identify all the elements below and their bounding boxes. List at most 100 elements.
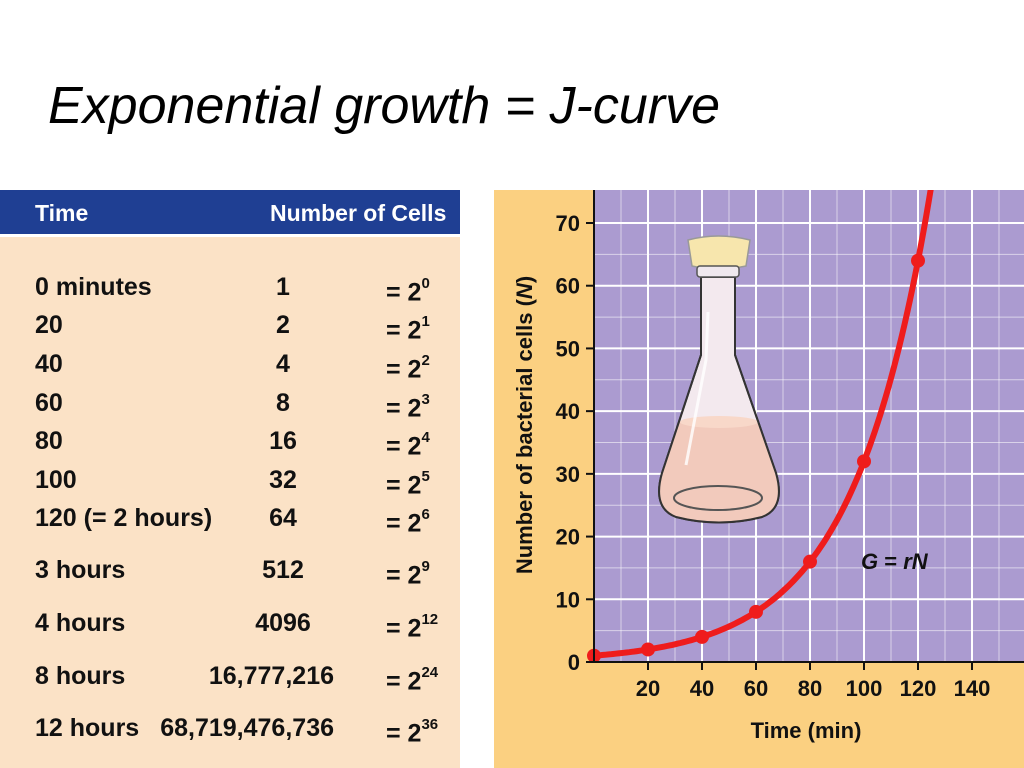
y-axis-label-main: Number of bacterial cells (: [512, 298, 537, 574]
x-axis-label: Time (min): [751, 718, 862, 743]
x-tick-labels: 20 40 60 80 100 120 140: [636, 676, 991, 701]
cell-time: 4 hours: [35, 609, 126, 637]
power-exponent: 1: [421, 313, 430, 330]
power-base: = 2: [386, 561, 422, 590]
data-points: [587, 253, 925, 663]
y-tick-label: 70: [556, 211, 580, 236]
growth-table: Time Number of Cells 0 minutes 1 = 20 20 2 = …: [0, 190, 460, 768]
cell-time: 3 hours: [35, 556, 126, 584]
flask-illustration: [658, 235, 780, 524]
slide-title: Exponential growth = J-curve: [48, 77, 721, 135]
cell-power: = 236: [386, 713, 438, 748]
equation-annotation: G = rN: [861, 549, 929, 574]
y-tick-label: 30: [556, 462, 580, 487]
cell-time: 8 hours: [35, 662, 126, 690]
annotation-g: G: [861, 549, 878, 574]
cell-time: 60: [35, 389, 63, 417]
x-tick-label: 120: [900, 676, 937, 701]
table-row: 4 hours 4096 = 212: [0, 608, 460, 644]
cell-number: 64: [269, 504, 297, 532]
x-tick-label: 20: [636, 676, 660, 701]
power-exponent: 6: [421, 506, 430, 523]
x-tick-label: 100: [846, 676, 883, 701]
cell-time: 40: [35, 350, 63, 378]
cell-time: 12 hours: [35, 714, 140, 742]
table-row: 0 minutes 1 = 20: [0, 272, 460, 308]
table-row: 12 hours 68,719,476,736 = 236: [0, 713, 460, 749]
x-tick-label: 80: [798, 676, 822, 701]
cell-power: = 224: [386, 661, 438, 696]
power-exponent: 3: [421, 391, 430, 408]
cell-power: = 25: [386, 465, 430, 500]
cell-number: 4096: [255, 609, 311, 637]
power-exponent: 9: [421, 558, 430, 575]
power-base: = 2: [386, 316, 422, 345]
y-axis-label-end: ): [512, 276, 537, 283]
power-base: = 2: [386, 432, 422, 461]
cell-power: = 212: [386, 608, 438, 643]
cell-power: = 29: [386, 555, 430, 590]
table-header: Time Number of Cells: [0, 190, 460, 237]
cell-number: 16: [269, 427, 297, 455]
table-row: 3 hours 512 = 29: [0, 555, 460, 591]
data-point: [641, 642, 655, 657]
x-tick-label: 140: [954, 676, 991, 701]
power-exponent: 0: [421, 275, 430, 292]
table-row: 100 32 = 25: [0, 465, 460, 501]
power-base: = 2: [386, 278, 422, 307]
y-tick-label: 40: [556, 399, 580, 424]
cell-number: 8: [276, 389, 290, 417]
cell-power: = 22: [386, 349, 430, 384]
power-exponent: 24: [421, 664, 439, 681]
data-point: [857, 454, 871, 469]
power-base: = 2: [386, 614, 422, 643]
power-base: = 2: [386, 719, 422, 748]
x-tick-label: 40: [690, 676, 714, 701]
x-tick-label: 60: [744, 676, 768, 701]
annotation-rn: rN: [903, 549, 929, 574]
table-row: 40 4 = 22: [0, 349, 460, 385]
power-exponent: 36: [421, 716, 439, 733]
cell-power: = 24: [386, 426, 430, 461]
cell-time: 20: [35, 311, 63, 339]
cell-number: 68,719,476,736: [160, 714, 334, 742]
y-tick-label: 50: [556, 336, 580, 361]
table-row: 120 (= 2 hours) 64 = 26: [0, 503, 460, 539]
y-axis-label-var: N: [512, 282, 537, 299]
cell-time: 120 (= 2 hours): [35, 504, 213, 532]
power-exponent: 5: [421, 468, 430, 485]
power-base: = 2: [386, 471, 422, 500]
y-tick-label: 60: [556, 274, 580, 299]
cell-time: 100: [35, 466, 77, 494]
data-point: [803, 554, 817, 569]
cell-number: 16,777,216: [208, 662, 334, 690]
cell-power: = 20: [386, 272, 430, 307]
y-tick-label: 10: [556, 587, 580, 612]
power-exponent: 4: [421, 429, 430, 446]
data-point: [911, 253, 925, 268]
table-row: 20 2 = 21: [0, 310, 460, 346]
cell-number: 512: [262, 556, 304, 584]
power-base: = 2: [386, 394, 422, 423]
axes: [586, 190, 1024, 670]
power-base: = 2: [386, 667, 422, 696]
power-exponent: 12: [421, 611, 439, 628]
y-axis-label: Number of bacterial cells (N): [512, 276, 537, 574]
header-number-of-cells: Number of Cells: [270, 200, 447, 226]
data-point: [749, 604, 763, 619]
cell-number: 32: [269, 466, 297, 494]
cell-time: 0 minutes: [35, 273, 152, 301]
growth-chart: 0 10 20 30 40 50 60 70 20 40 60 80 100 120 140 Time (…: [494, 190, 1024, 768]
table-row: 8 hours 16,777,216 = 224: [0, 661, 460, 697]
power-base: = 2: [386, 509, 422, 538]
power-base: = 2: [386, 355, 422, 384]
table-row: 80 16 = 24: [0, 426, 460, 462]
y-tick-label: 0: [568, 650, 580, 675]
y-tick-labels: 0 10 20 30 40 50 60 70: [556, 211, 580, 675]
table-row: 60 8 = 23: [0, 388, 460, 424]
cell-number: 4: [276, 350, 290, 378]
power-exponent: 2: [421, 352, 430, 369]
cell-time: 80: [35, 427, 63, 455]
header-time: Time: [35, 200, 89, 226]
cell-power: = 21: [386, 310, 430, 345]
